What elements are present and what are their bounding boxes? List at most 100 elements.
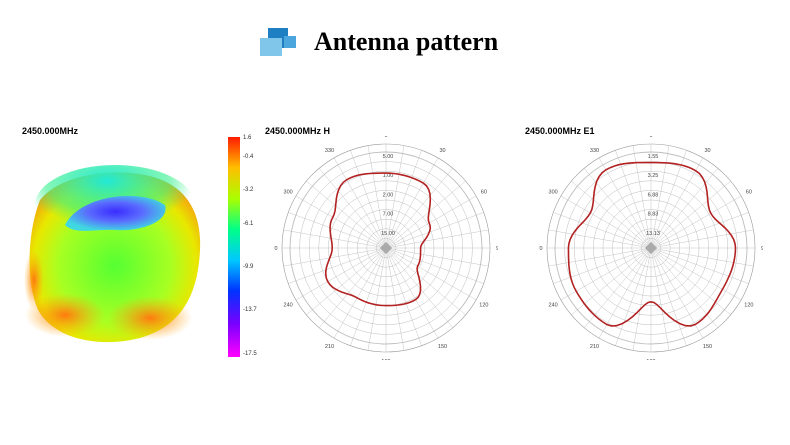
polar-angle-label: 330 bbox=[590, 148, 599, 154]
polar-radial-label: 3.25 bbox=[648, 173, 659, 179]
polar-angle-label: 0 bbox=[384, 136, 387, 139]
surface-bottom-left-peak bbox=[25, 293, 105, 337]
polar-grid-spoke bbox=[367, 247, 387, 351]
polar-grid-spoke bbox=[306, 180, 387, 249]
polar-h-title: 2450.000MHz H bbox=[265, 126, 331, 136]
polar-e1-title: 2450.000MHz E1 bbox=[525, 126, 595, 136]
colorbar-tick: -0.4 bbox=[243, 154, 254, 160]
polar-grid-spoke bbox=[385, 247, 489, 267]
polar-grid-spoke bbox=[318, 247, 387, 328]
polar-radial-label: 15.00 bbox=[381, 231, 395, 237]
polar-radial-label: 13.13 bbox=[646, 231, 660, 237]
polar-grid-spoke bbox=[650, 247, 754, 267]
polar-grid-spoke bbox=[650, 150, 687, 249]
polar-grid-spoke bbox=[650, 247, 749, 284]
polar-grid-spoke bbox=[385, 247, 405, 351]
polar-grid-spoke bbox=[333, 157, 387, 249]
polar-radial-label: 2.00 bbox=[383, 192, 394, 198]
polar-grid-spoke bbox=[553, 212, 652, 249]
polar-angle-label: 150 bbox=[703, 344, 712, 350]
polar-angle-label: 30 bbox=[704, 148, 710, 154]
logo-square-small bbox=[284, 36, 296, 48]
colorbar-tick: -9.9 bbox=[243, 264, 254, 270]
polar-grid-spoke bbox=[632, 247, 652, 351]
polar-grid-spoke bbox=[288, 247, 387, 284]
polar-angle-label: 210 bbox=[325, 344, 334, 350]
colorbar-tick: -3.2 bbox=[243, 187, 254, 193]
polar-grid-spoke bbox=[385, 212, 484, 249]
polar-angle-label: 0 bbox=[649, 136, 652, 139]
page-title: Antenna pattern bbox=[314, 27, 499, 56]
polar-grid-spoke bbox=[548, 247, 652, 267]
polar-grid-spoke bbox=[548, 229, 652, 249]
polar-grid-spoke bbox=[650, 180, 731, 249]
polar-angle-label: 90 bbox=[761, 246, 763, 252]
polar-grid-spoke bbox=[350, 247, 387, 346]
surface-cup-low-gain bbox=[65, 195, 166, 231]
colorbar-tick: 1.6 bbox=[243, 135, 252, 141]
surface-left-edge bbox=[24, 250, 44, 310]
polar-grid-spoke bbox=[553, 247, 652, 284]
polar-grid-spoke bbox=[288, 212, 387, 249]
polar-grid-spoke bbox=[650, 247, 742, 301]
surface-chart-title: 2450.000MHz bbox=[22, 126, 79, 136]
polar-grid-spoke bbox=[598, 157, 652, 249]
surface-3d-plot bbox=[24, 165, 201, 343]
polar-angle-label: 300 bbox=[284, 190, 293, 196]
polar-grid-spoke bbox=[385, 247, 477, 301]
surface-bottom-right-peak bbox=[108, 296, 192, 340]
polar-grid-spoke bbox=[650, 229, 754, 249]
polar-grid-spoke bbox=[650, 247, 731, 316]
polar-grid-spoke bbox=[385, 145, 405, 249]
polar-angle-label: 120 bbox=[479, 303, 488, 309]
polar-grid-spoke bbox=[367, 145, 387, 249]
colorbar-tick: -17.5 bbox=[243, 351, 257, 357]
polar-angle-label: 30 bbox=[439, 148, 445, 154]
polar-angle-label: 120 bbox=[744, 303, 753, 309]
polar-angle-label: 240 bbox=[284, 303, 293, 309]
polar-angle-label: 270 bbox=[539, 246, 543, 252]
polar-radial-label: 8.83 bbox=[648, 212, 659, 218]
polar-grid-spoke bbox=[385, 247, 466, 316]
polar-grid-spoke bbox=[598, 247, 652, 339]
polar-grid-spoke bbox=[650, 195, 742, 249]
polar-angle-label: 270 bbox=[274, 246, 278, 252]
polar-trace-e1 bbox=[567, 161, 737, 327]
polar-grid-spoke bbox=[385, 229, 489, 249]
polar-center-marker bbox=[380, 242, 392, 254]
polar-grid-spoke bbox=[650, 247, 687, 346]
polar-radial-label: 6.88 bbox=[648, 192, 659, 198]
polar-angle-label: 240 bbox=[549, 303, 558, 309]
polar-angle-label: 60 bbox=[481, 190, 487, 196]
polar-grid-spoke bbox=[650, 212, 749, 249]
polar-grid-spoke bbox=[571, 180, 652, 249]
polar-grid-spoke bbox=[615, 150, 652, 249]
polar-grid-spoke bbox=[583, 168, 652, 249]
polar-grid-spoke bbox=[385, 247, 422, 346]
polar-grid-spoke bbox=[560, 195, 652, 249]
polar-grid-spoke bbox=[306, 247, 387, 316]
polar-grid-spoke bbox=[283, 229, 387, 249]
polar-grid-spoke bbox=[385, 247, 484, 284]
polar-angle-label: 180 bbox=[646, 359, 655, 360]
polar-angle-label: 330 bbox=[325, 148, 334, 154]
polar-angle-label: 150 bbox=[438, 344, 447, 350]
polar-grid-spoke bbox=[283, 247, 387, 267]
polar-grid-spoke bbox=[650, 247, 670, 351]
polar-chart-e1: 0 30 60 90 120 150 180 210 240 270 300 330 1.55 3.25 6… bbox=[539, 136, 763, 360]
polar-angle-label: 60 bbox=[746, 190, 752, 196]
polar-grid-spoke bbox=[650, 157, 704, 249]
polar-grid-spoke bbox=[318, 168, 387, 249]
polar-radial-label: 1.00 bbox=[383, 173, 394, 179]
polar-grid-spoke bbox=[385, 168, 454, 249]
polar-grid-spoke bbox=[650, 168, 719, 249]
colorbar-gradient bbox=[228, 137, 240, 357]
polar-center-marker bbox=[645, 242, 657, 254]
polar-grid-spoke bbox=[295, 195, 387, 249]
polar-grid-spoke bbox=[385, 247, 439, 339]
polar-angle-label: 300 bbox=[549, 190, 558, 196]
polar-angle-label: 90 bbox=[496, 246, 498, 252]
logo-square-front bbox=[260, 38, 282, 56]
polar-grid-spoke bbox=[385, 180, 466, 249]
polar-grid-spoke bbox=[385, 247, 454, 328]
